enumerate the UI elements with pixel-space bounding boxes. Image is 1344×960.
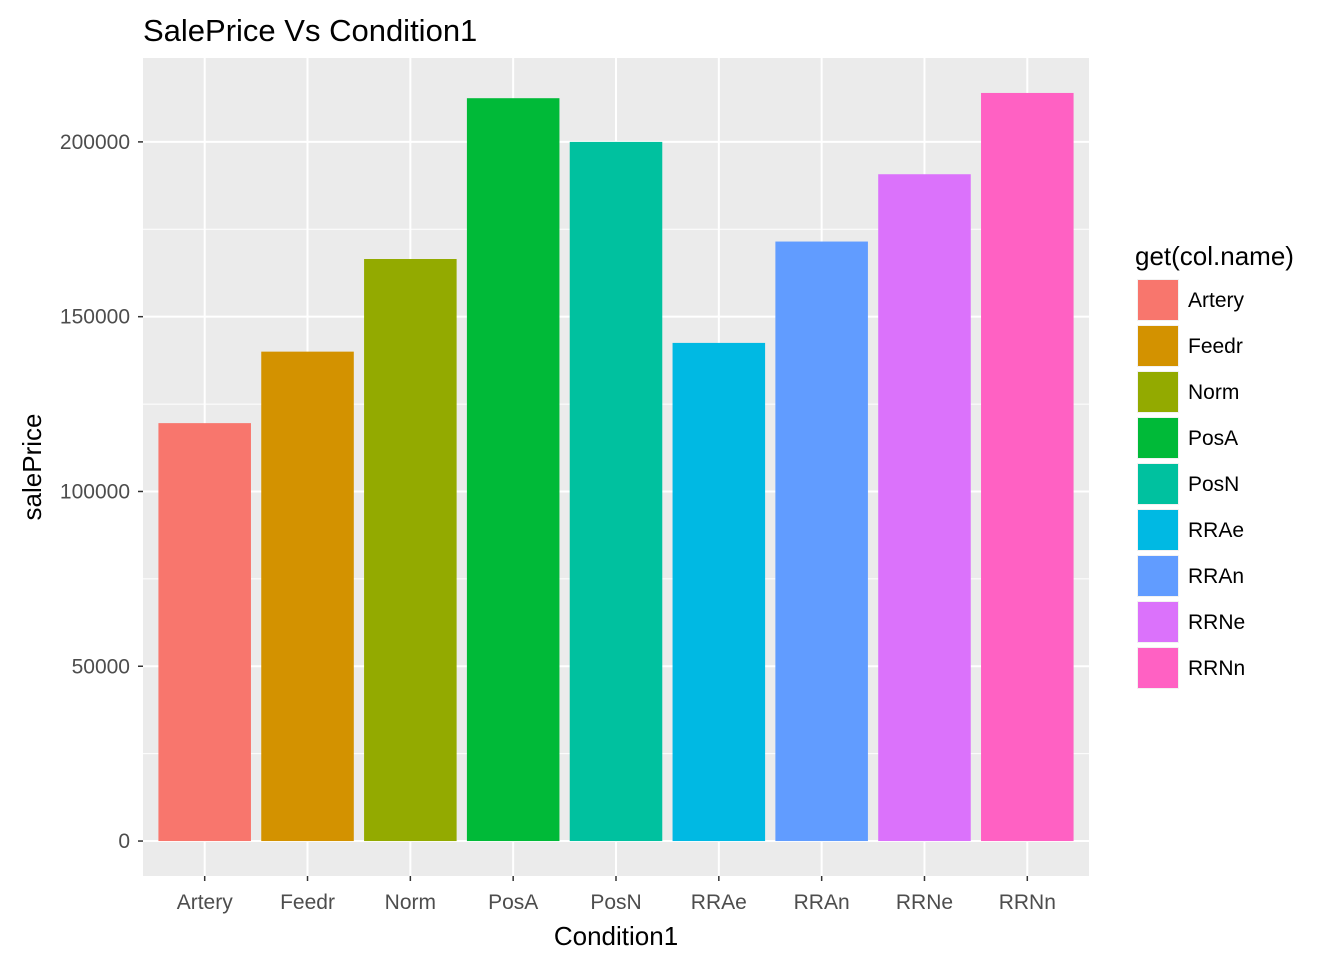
x-tick-label: Feedr <box>280 891 335 914</box>
x-axis-title: Condition1 <box>554 921 678 951</box>
legend-title: get(col.name) <box>1135 241 1294 271</box>
legend-label: RRNe <box>1188 611 1245 634</box>
legend-label: Feedr <box>1188 335 1243 358</box>
legend-label: RRAn <box>1188 565 1244 588</box>
x-tick-label: Artery <box>177 891 234 914</box>
x-tick-label: PosA <box>488 891 538 914</box>
x-tick-label: RRAe <box>691 891 747 914</box>
y-axis-title: salePrice <box>17 414 47 521</box>
y-tick-label: 200000 <box>60 131 130 154</box>
legend-label: PosA <box>1188 427 1238 450</box>
legend-swatch-rrae <box>1138 510 1178 550</box>
bar-artery <box>158 423 251 842</box>
x-tick-label: Norm <box>385 891 436 914</box>
legend-swatch-artery <box>1138 280 1178 320</box>
x-tick-label: RRNe <box>896 891 953 914</box>
legend: get(col.name) Artery Feedr Norm PosA PosN RRA… <box>1135 241 1294 689</box>
legend-swatch-posn <box>1138 464 1178 504</box>
y-tick-label: 150000 <box>60 306 130 329</box>
y-tick-label: 0 <box>118 830 130 853</box>
bars <box>158 92 1074 842</box>
legend-label: RRAe <box>1188 519 1244 542</box>
x-tick-label: RRNn <box>999 891 1056 914</box>
y-tick-label: 50000 <box>72 655 130 678</box>
x-axis: Artery Feedr Norm PosA PosN RRAe RRAn RRNe RRNn <box>177 876 1056 914</box>
legend-swatch-rrne <box>1138 602 1178 642</box>
bar-rrne <box>878 174 971 842</box>
legend-label: Norm <box>1188 381 1239 404</box>
bar-norm <box>364 259 457 842</box>
legend-swatch-rrnn <box>1138 648 1178 688</box>
chart-title: SalePrice Vs Condition1 <box>143 13 477 48</box>
y-tick-label: 100000 <box>60 480 130 503</box>
x-tick-label: RRAn <box>794 891 850 914</box>
y-axis: 0 50000 100000 150000 200000 <box>60 131 143 853</box>
legend-swatch-feedr <box>1138 326 1178 366</box>
legend-label: PosN <box>1188 473 1239 496</box>
bar-rran <box>775 241 868 842</box>
legend-swatch-posa <box>1138 418 1178 458</box>
legend-swatch-rran <box>1138 556 1178 596</box>
legend-label: RRNn <box>1188 657 1245 680</box>
bar-posn <box>569 141 663 842</box>
x-tick-label: PosN <box>590 891 641 914</box>
bar-posa <box>466 98 560 842</box>
bar-rrae <box>672 342 766 842</box>
bar-feedr <box>261 351 354 842</box>
bar-rrnn <box>981 92 1074 842</box>
legend-swatch-norm <box>1138 372 1178 412</box>
legend-label: Artery <box>1188 289 1245 312</box>
